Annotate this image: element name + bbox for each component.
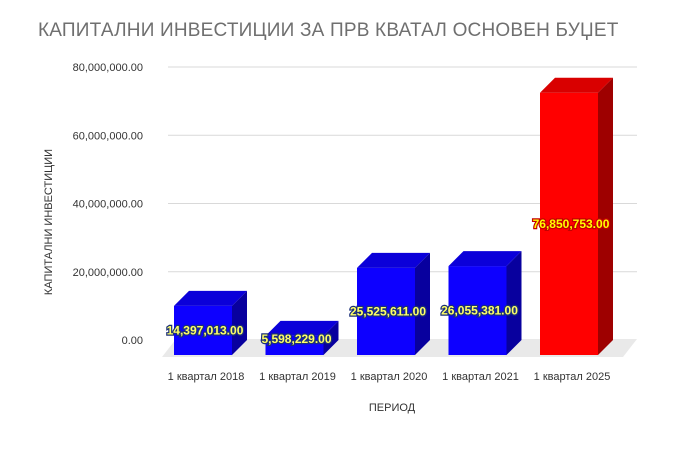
x-tick-label: 1 квартал 2019 xyxy=(259,371,336,383)
bar-front xyxy=(265,335,324,355)
chart-title: КАПИТАЛНИ ИНВЕСТИЦИИ ЗА ПРВ КВАТАЛ ОСНОВ… xyxy=(38,20,619,41)
bar-side xyxy=(232,290,247,355)
y-tick-label: 0.00 xyxy=(122,335,143,347)
data-label: 5,598,229.00 xyxy=(261,332,331,346)
bar-side xyxy=(323,320,339,355)
bar-front xyxy=(540,92,598,356)
bar xyxy=(174,290,247,355)
bar-side xyxy=(415,252,430,355)
x-tick-label: 1 квартал 2018 xyxy=(168,371,245,383)
x-tick-label: 1 квартал 2020 xyxy=(351,371,428,383)
bar-top xyxy=(265,320,339,336)
x-tick-label: 1 квартал 2021 xyxy=(442,371,519,383)
data-label: 25,525,611.00 xyxy=(350,304,426,318)
y-tick-label: 60,000,000.00 xyxy=(73,130,143,142)
bar-top xyxy=(174,290,247,306)
x-axis-ticks: 1 квартал 2018 1 квартал 2019 1 квартал 20… xyxy=(168,371,611,383)
bars xyxy=(174,77,613,356)
data-label: 76,850,753.00 xyxy=(533,217,610,231)
bar xyxy=(448,251,522,355)
bar-top xyxy=(540,77,613,93)
bar-front xyxy=(448,266,507,355)
y-tick-label: 80,000,000.00 xyxy=(73,62,143,74)
bar xyxy=(540,77,613,356)
bar xyxy=(357,252,430,355)
bar-front xyxy=(174,305,232,355)
bar xyxy=(265,320,339,355)
x-axis-title: ПЕРИОД xyxy=(369,402,416,414)
y-tick-label: 40,000,000.00 xyxy=(73,199,143,211)
data-label: 26,055,381.00 xyxy=(441,304,518,318)
data-label: 14,397,013.00 xyxy=(167,323,244,337)
y-axis-title: КАПИТАЛНИ ИНВЕСТИЦИИ xyxy=(43,149,55,295)
y-tick-label: 20,000,000.00 xyxy=(73,267,143,279)
bar-side xyxy=(598,77,613,356)
y-axis-ticks: 0.00 20,000,000.00 40,000,000.00 60,000,000… xyxy=(73,62,143,347)
x-tick-label: 1 квартал 2025 xyxy=(534,371,611,383)
data-labels: 14,397,013.00 5,598,229.00 25,525,611.00 26… xyxy=(165,216,610,348)
bar-top xyxy=(357,252,430,268)
bar-front xyxy=(357,267,415,355)
bar-side xyxy=(506,251,522,355)
bar-top xyxy=(448,251,522,267)
